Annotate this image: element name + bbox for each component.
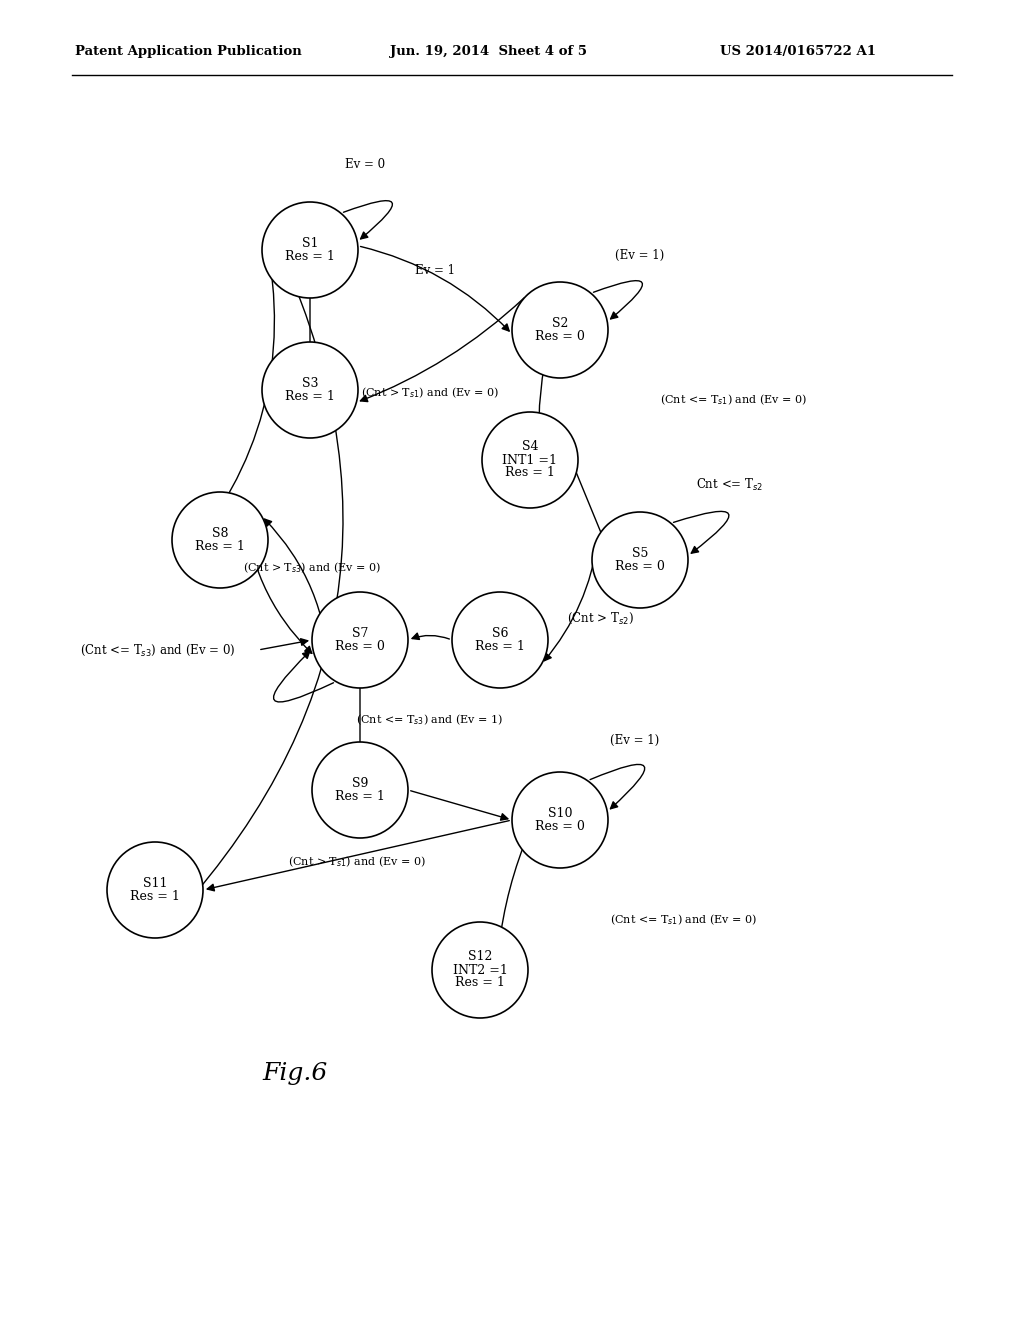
- Circle shape: [172, 492, 268, 587]
- Text: Res = 0: Res = 0: [335, 640, 385, 653]
- Text: S9: S9: [352, 777, 369, 789]
- Text: Ev = 1: Ev = 1: [415, 264, 455, 276]
- Text: Res = 1: Res = 1: [195, 540, 245, 553]
- Circle shape: [312, 742, 408, 838]
- Text: (Cnt <= T$_{s3}$) and (Ev = 1): (Cnt <= T$_{s3}$) and (Ev = 1): [356, 713, 504, 727]
- Text: Jun. 19, 2014  Sheet 4 of 5: Jun. 19, 2014 Sheet 4 of 5: [390, 45, 587, 58]
- Text: (Cnt <= T$_{s1}$) and (Ev = 0): (Cnt <= T$_{s1}$) and (Ev = 0): [660, 393, 807, 408]
- Circle shape: [482, 412, 578, 508]
- Text: (Cnt > T$_{s3}$) and (Ev = 0): (Cnt > T$_{s3}$) and (Ev = 0): [243, 561, 381, 576]
- Text: Patent Application Publication: Patent Application Publication: [75, 45, 302, 58]
- Circle shape: [432, 921, 528, 1018]
- Text: S2: S2: [552, 317, 568, 330]
- Text: INT1 =1: INT1 =1: [503, 454, 557, 466]
- Circle shape: [452, 591, 548, 688]
- Text: S5: S5: [632, 546, 648, 560]
- Text: Fig.6: Fig.6: [262, 1063, 328, 1085]
- Text: Res = 0: Res = 0: [536, 820, 585, 833]
- Text: (Cnt > T$_{s1}$) and (Ev = 0): (Cnt > T$_{s1}$) and (Ev = 0): [361, 385, 499, 400]
- Text: Res = 0: Res = 0: [615, 560, 665, 573]
- Circle shape: [262, 202, 358, 298]
- Text: Res = 1: Res = 1: [335, 789, 385, 803]
- Text: US 2014/0165722 A1: US 2014/0165722 A1: [720, 45, 876, 58]
- Text: S11: S11: [142, 876, 167, 890]
- Circle shape: [262, 342, 358, 438]
- Text: S10: S10: [548, 807, 572, 820]
- Text: S4: S4: [522, 441, 539, 454]
- Circle shape: [512, 772, 608, 869]
- Text: S8: S8: [212, 527, 228, 540]
- Circle shape: [592, 512, 688, 609]
- Text: INT2 =1: INT2 =1: [453, 964, 508, 977]
- Text: (Cnt <= T$_{s1}$) and (Ev = 0): (Cnt <= T$_{s1}$) and (Ev = 0): [610, 912, 757, 927]
- Text: (Ev = 1): (Ev = 1): [610, 734, 659, 747]
- Text: Res = 1: Res = 1: [285, 389, 335, 403]
- Text: S7: S7: [352, 627, 369, 640]
- Text: Res = 1: Res = 1: [505, 466, 555, 479]
- Circle shape: [106, 842, 203, 939]
- Text: S1: S1: [302, 238, 318, 249]
- Text: (Ev = 1): (Ev = 1): [615, 248, 665, 261]
- Text: S6: S6: [492, 627, 508, 640]
- Text: Res = 0: Res = 0: [536, 330, 585, 343]
- Text: S12: S12: [468, 950, 493, 964]
- Text: S3: S3: [302, 378, 318, 389]
- Text: (Cnt > T$_{s1}$) and (Ev = 0): (Cnt > T$_{s1}$) and (Ev = 0): [288, 855, 426, 870]
- Text: (Cnt <= T$_{s3}$) and (Ev = 0): (Cnt <= T$_{s3}$) and (Ev = 0): [80, 643, 236, 657]
- Text: Cnt <= T$_{s2}$: Cnt <= T$_{s2}$: [696, 477, 764, 494]
- Circle shape: [312, 591, 408, 688]
- Text: Res = 1: Res = 1: [475, 640, 525, 653]
- Text: Ev = 0: Ev = 0: [345, 158, 385, 172]
- Text: Res = 1: Res = 1: [285, 249, 335, 263]
- Text: Res = 1: Res = 1: [130, 890, 180, 903]
- Text: (Cnt > T$_{s2}$): (Cnt > T$_{s2}$): [566, 610, 634, 626]
- Text: Res = 1: Res = 1: [455, 977, 505, 990]
- Circle shape: [512, 282, 608, 378]
